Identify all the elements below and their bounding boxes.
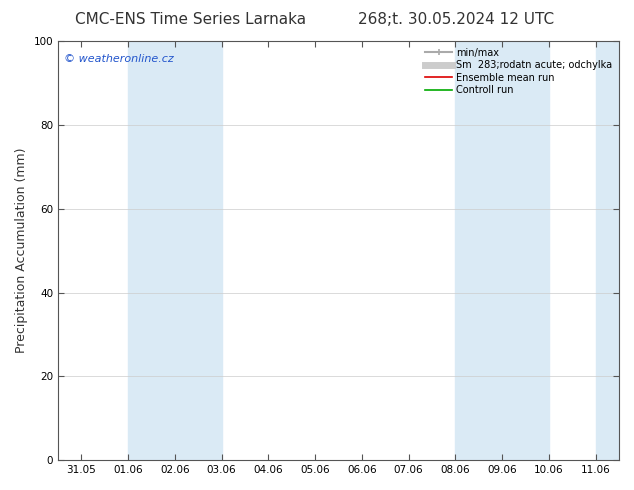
Bar: [595, 41, 619, 460]
Y-axis label: Precipitation Accumulation (mm): Precipitation Accumulation (mm): [15, 148, 28, 353]
Bar: [128, 41, 222, 460]
Text: © weatheronline.cz: © weatheronline.cz: [63, 53, 174, 64]
Text: CMC-ENS Time Series Larnaka: CMC-ENS Time Series Larnaka: [75, 12, 306, 27]
Legend: min/max, Sm  283;rodatn acute; odchylka, Ensemble mean run, Controll run: min/max, Sm 283;rodatn acute; odchylka, …: [423, 46, 614, 97]
Text: 268;t. 30.05.2024 12 UTC: 268;t. 30.05.2024 12 UTC: [358, 12, 555, 27]
Bar: [455, 41, 549, 460]
